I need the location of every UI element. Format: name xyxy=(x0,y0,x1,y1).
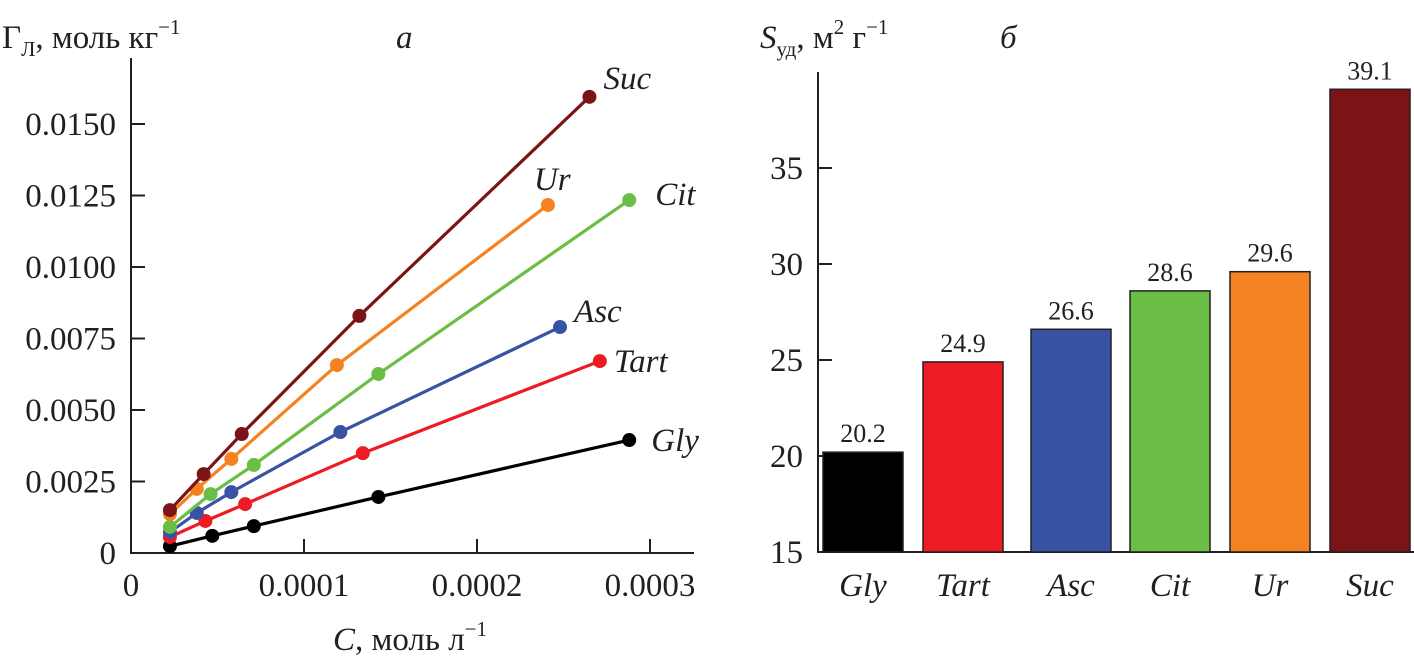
series-tart: Tart xyxy=(162,344,669,544)
data-point-gly xyxy=(205,528,220,543)
series-ur: Ur xyxy=(162,162,571,522)
data-point-asc xyxy=(333,425,348,440)
data-point-suc xyxy=(196,467,211,482)
data-point-cit xyxy=(162,519,177,534)
bar-group-suc: 39.1 Suc xyxy=(1329,56,1411,604)
bar-asc xyxy=(1030,328,1112,553)
data-point-suc xyxy=(582,89,597,104)
right-y-tick-label: 15 xyxy=(770,535,803,571)
left-x-tick-label: 0.0002 xyxy=(432,568,523,604)
series-line-tart xyxy=(169,359,601,539)
left-y-tick-label: 0.0125 xyxy=(25,179,116,215)
right-y-tick-label: 35 xyxy=(770,151,803,187)
bar-value-label: 24.9 xyxy=(940,329,986,358)
bar-group-cit: 28.6 Cit xyxy=(1129,258,1211,604)
series-cit: Cit xyxy=(162,177,696,534)
left-y-tick-label: 0.0075 xyxy=(25,322,116,358)
left-y-tick-label: 0.0100 xyxy=(25,250,116,286)
data-point-cit xyxy=(371,366,386,381)
right-y-axis-label: Sуд, м2 г−1 xyxy=(760,15,888,61)
left-y-axis-label: ГЛ, моль кг−1 xyxy=(2,15,180,61)
bar-value-label: 39.1 xyxy=(1347,56,1393,85)
left-panel-label: а xyxy=(396,20,413,56)
data-point-tart xyxy=(238,497,253,512)
bar-ur xyxy=(1229,270,1311,553)
left-x-tick-label: 0.0003 xyxy=(605,568,696,604)
category-label: Gly xyxy=(839,568,887,604)
specific-surface-bar-chart: Sуд, м2 г−1 б 15 20 25 30 35 20.2 Gly 24.9 Tart… xyxy=(760,15,1414,604)
bar-value-label: 26.6 xyxy=(1048,296,1094,325)
bar-value-label: 28.6 xyxy=(1147,258,1193,287)
bar-gly xyxy=(822,451,904,553)
series-line-gly xyxy=(169,438,630,548)
category-label: Tart xyxy=(936,568,991,604)
data-point-cit xyxy=(203,487,218,502)
category-label: Cit xyxy=(1150,568,1191,604)
bar-suc xyxy=(1329,88,1411,553)
data-point-cit xyxy=(622,193,637,208)
series-asc: Asc xyxy=(162,294,622,540)
series-label-ur: Ur xyxy=(534,162,571,198)
right-y-tick-label: 20 xyxy=(770,439,803,475)
left-y-tick-label: 0.0150 xyxy=(25,107,116,143)
data-point-ur xyxy=(224,451,239,466)
data-point-gly xyxy=(622,433,637,448)
left-x-tick-label: 0.0001 xyxy=(259,568,350,604)
series-line-cit xyxy=(168,198,631,529)
right-panel-label: б xyxy=(1000,20,1018,56)
left-x-tick-label: 0 xyxy=(123,568,140,604)
bar-group-ur: 29.6 Ur xyxy=(1229,239,1311,604)
left-y-tick-label: 0.0050 xyxy=(25,393,116,429)
right-y-tick-label: 25 xyxy=(770,343,803,379)
adsorption-isotherm-chart: ГЛ, моль кг−1 а 0 0.0025 0.0050 0.0075 0.010… xyxy=(2,15,699,658)
left-x-axis-label: C, моль л−1 xyxy=(333,617,487,658)
series-label-cit: Cit xyxy=(655,177,696,213)
data-point-gly xyxy=(371,489,386,504)
data-point-suc xyxy=(234,427,249,442)
series-label-suc: Suc xyxy=(603,61,651,97)
data-point-tart xyxy=(592,354,607,369)
left-y-tick-label: 0 xyxy=(100,536,117,572)
bar-tart xyxy=(922,361,1004,553)
left-y-tick-label: 0.0025 xyxy=(25,465,116,501)
data-point-asc xyxy=(224,485,239,500)
category-label: Suc xyxy=(1346,568,1394,604)
bar-cit xyxy=(1129,290,1211,553)
data-point-suc xyxy=(162,503,177,518)
bar-value-label: 29.6 xyxy=(1247,239,1293,268)
series-gly: Gly xyxy=(162,423,699,554)
data-point-asc xyxy=(553,320,568,335)
series-label-tart: Tart xyxy=(614,344,669,380)
bar-group-gly: 20.2 Gly xyxy=(822,419,904,604)
series-label-gly: Gly xyxy=(651,423,699,459)
bar-value-label: 20.2 xyxy=(840,419,886,448)
data-point-cit xyxy=(246,457,261,472)
data-point-suc xyxy=(352,308,367,323)
series-suc: Suc xyxy=(162,61,651,518)
bar-group-tart: 24.9 Tart xyxy=(922,329,1004,604)
data-point-ur xyxy=(329,358,344,373)
data-point-gly xyxy=(246,519,261,534)
category-label: Asc xyxy=(1045,568,1095,604)
data-point-tart xyxy=(355,446,370,461)
category-label: Ur xyxy=(1252,568,1289,604)
right-y-tick-label: 30 xyxy=(770,247,803,283)
bar-group-asc: 26.6 Asc xyxy=(1030,296,1112,604)
data-point-ur xyxy=(540,197,555,212)
series-label-asc: Asc xyxy=(572,294,622,330)
